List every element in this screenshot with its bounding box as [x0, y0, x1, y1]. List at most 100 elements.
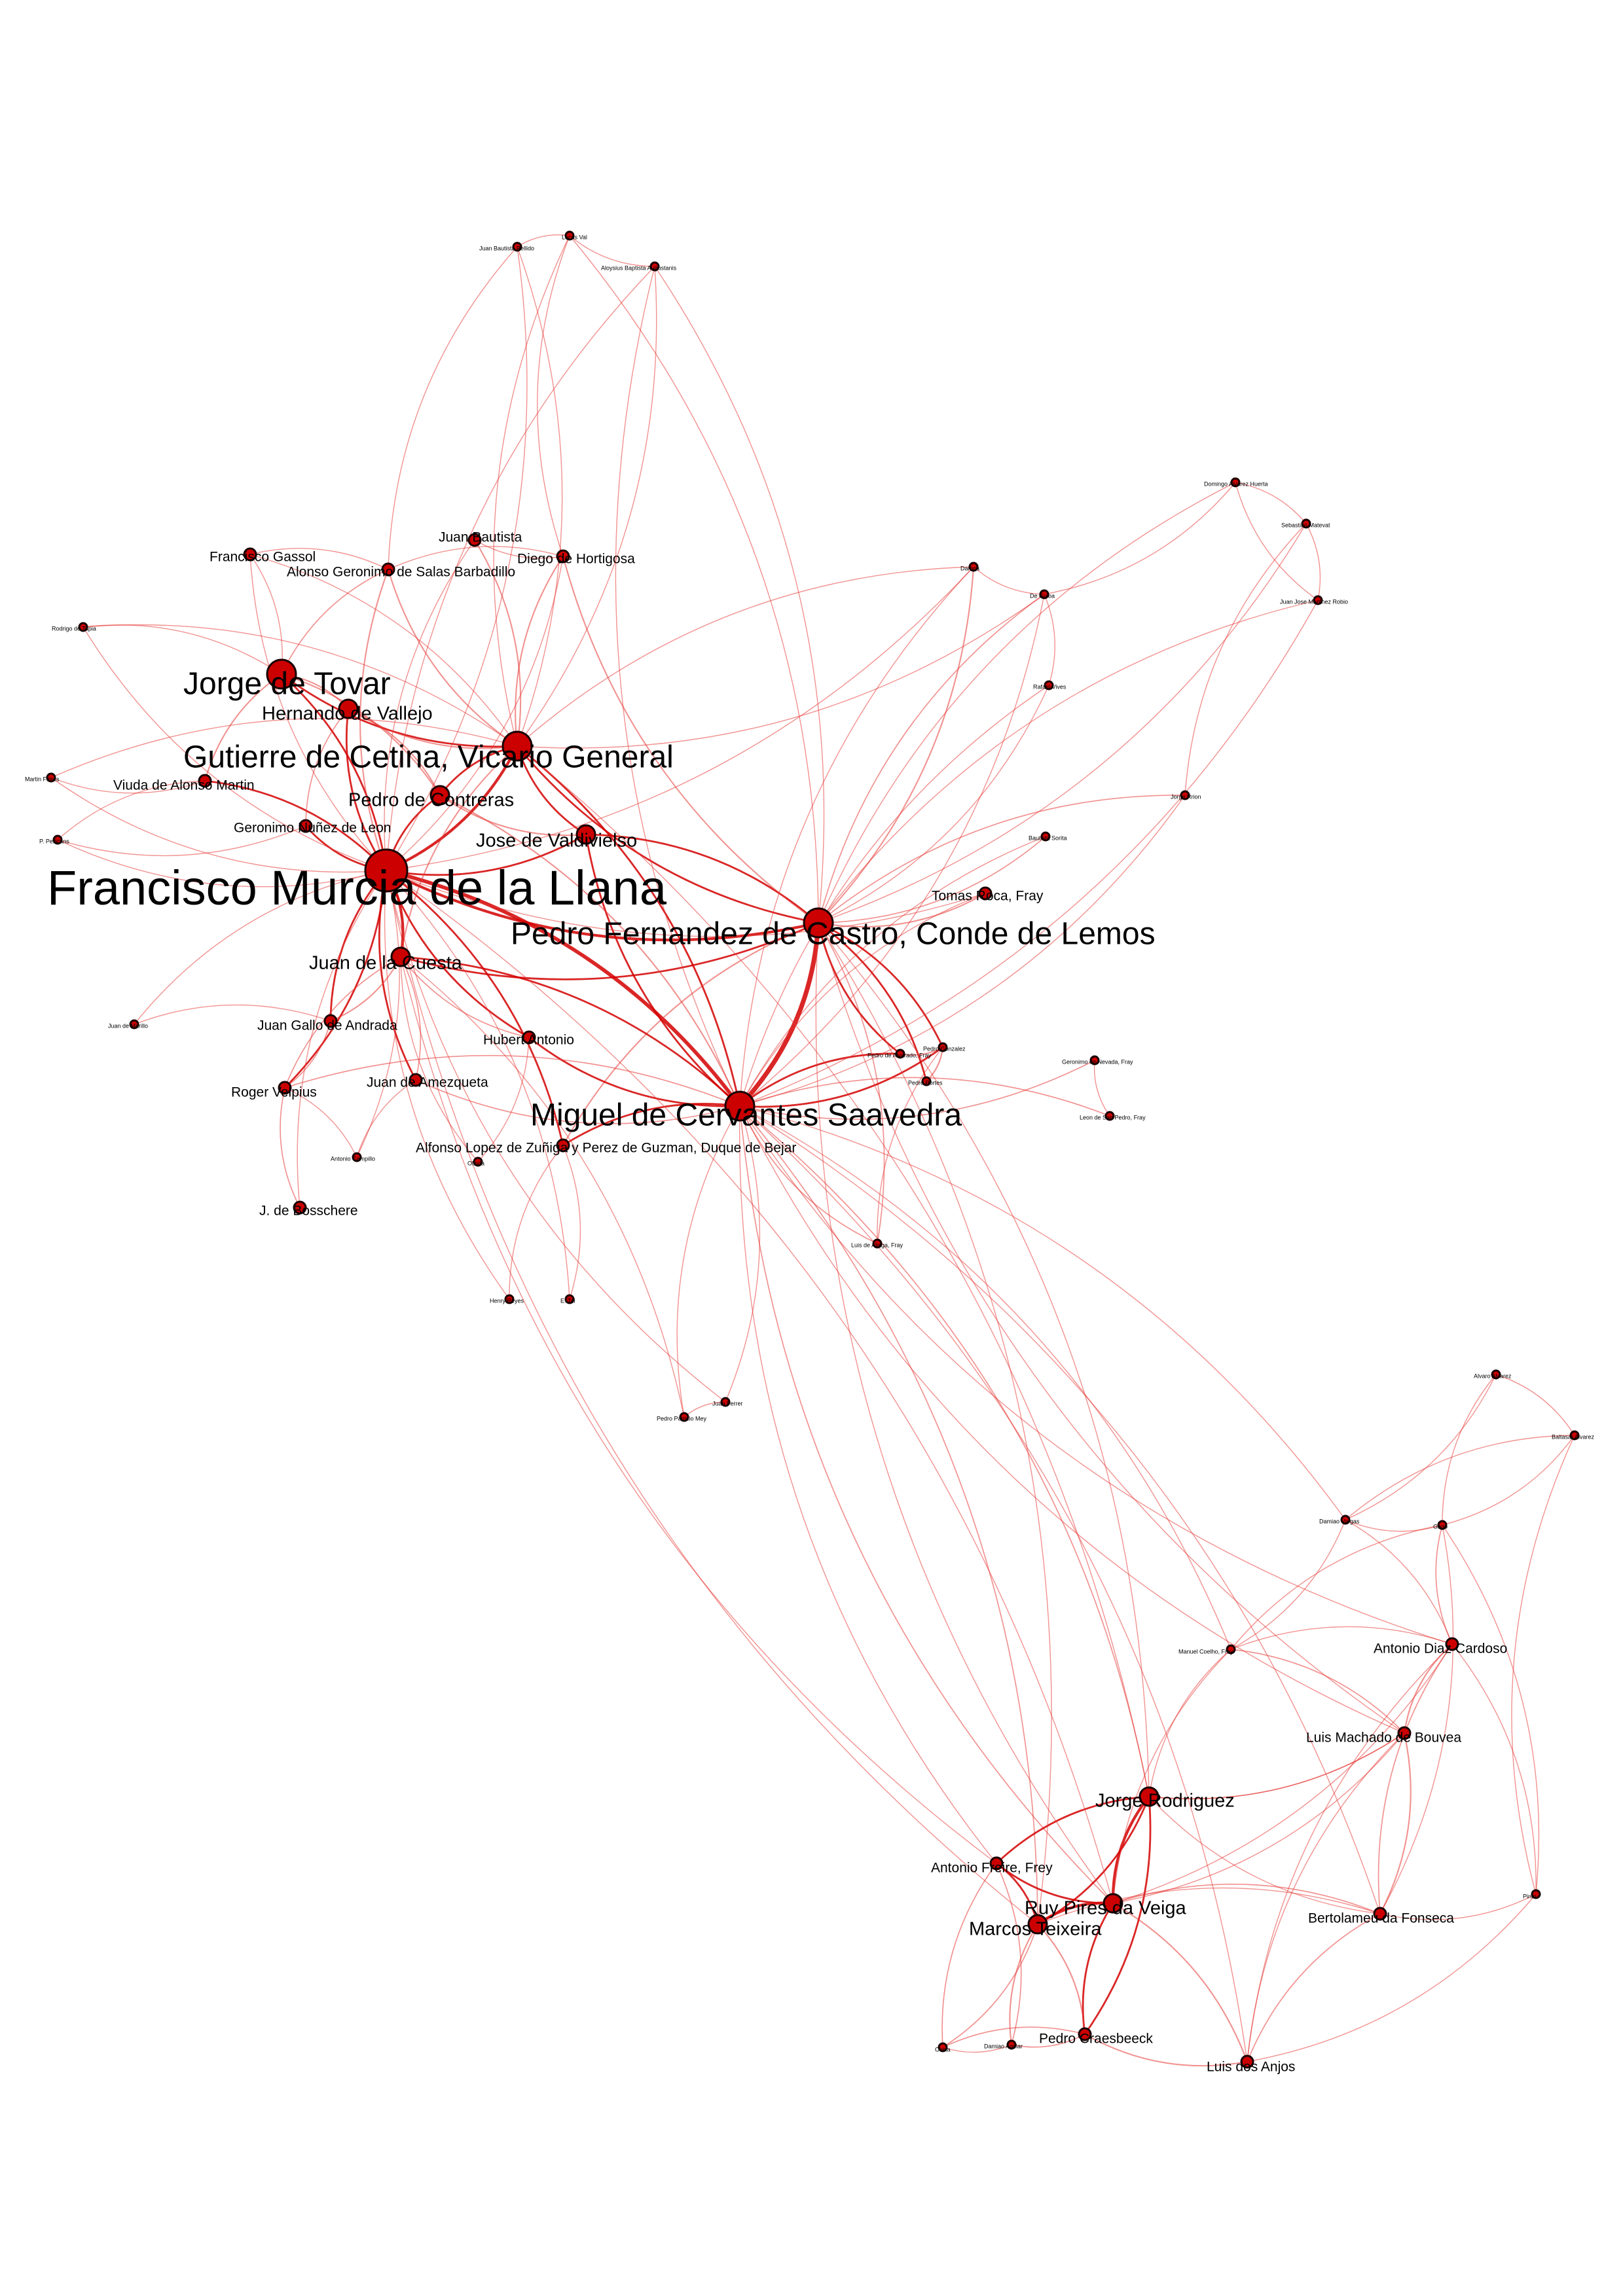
- node-label-pinto: Pinto: [1523, 1893, 1537, 1900]
- node-jorgerrion[interactable]: [1180, 790, 1190, 800]
- edge-lemos-teixeira: [818, 922, 1052, 1925]
- node-olinda[interactable]: [473, 1157, 483, 1167]
- node-label-sorita: Bautista Sorita: [1029, 835, 1067, 842]
- node-marillo[interactable]: [129, 1019, 139, 1030]
- node-henry[interactable]: [504, 1294, 515, 1304]
- node-vives[interactable]: [1044, 680, 1054, 691]
- node-bosschere[interactable]: [293, 1200, 307, 1215]
- edge-lemos-ruy: [815, 922, 1114, 1904]
- node-salas[interactable]: [381, 562, 395, 577]
- node-portes[interactable]: [921, 1076, 932, 1086]
- node-amezqueta[interactable]: [409, 1073, 423, 1087]
- edge-cervantes-bejar: [562, 1103, 741, 1147]
- node-sorita[interactable]: [1040, 831, 1051, 842]
- node-pedrofray[interactable]: [895, 1049, 905, 1059]
- node-costa[interactable]: [938, 2042, 948, 2053]
- node-freire[interactable]: [989, 1856, 1004, 1871]
- node-pedromey[interactable]: [679, 1412, 689, 1422]
- node-vargas[interactable]: [1340, 1515, 1351, 1525]
- edge-vallejo-contreras: [347, 708, 441, 797]
- edge-teixeira-craesbeeck: [1036, 1923, 1086, 2036]
- node-bejar[interactable]: [556, 1138, 570, 1153]
- node-lemos[interactable]: [803, 907, 834, 939]
- node-cuesta[interactable]: [390, 946, 411, 967]
- node-juanferrer[interactable]: [720, 1397, 731, 1407]
- node-tovar[interactable]: [266, 658, 297, 690]
- node-gonzalez[interactable]: [938, 1042, 948, 1052]
- node-cardoso[interactable]: [1445, 1637, 1459, 1651]
- edge-pellicans-murcia: [57, 839, 387, 888]
- node-lucasval[interactable]: [564, 230, 575, 241]
- node-aguiar[interactable]: [1006, 2039, 1017, 2050]
- node-gago[interactable]: [1437, 1520, 1448, 1530]
- node-pellicans[interactable]: [52, 834, 63, 845]
- node-augustanis[interactable]: [649, 261, 660, 272]
- node-velpius[interactable]: [278, 1081, 292, 1095]
- node-campillo[interactable]: [352, 1152, 362, 1162]
- node-label-henry: Henry Reyes: [490, 1298, 524, 1304]
- node-guiba[interactable]: [1039, 589, 1049, 600]
- edge-daroca-cetina: [517, 566, 974, 747]
- node-tapia[interactable]: [78, 622, 88, 632]
- node-teixeira[interactable]: [1027, 1914, 1048, 1935]
- node-hortigosa[interactable]: [556, 549, 570, 564]
- node-nunez[interactable]: [299, 819, 313, 833]
- node-fonseca[interactable]: [1373, 1907, 1387, 1921]
- node-pinto[interactable]: [1531, 1889, 1541, 1899]
- node-daroca[interactable]: [968, 562, 979, 572]
- node-robio[interactable]: [1313, 595, 1323, 605]
- node-vallejo[interactable]: [338, 698, 359, 719]
- node-cervantes[interactable]: [724, 1090, 756, 1122]
- node-alvarez1[interactable]: [1491, 1369, 1501, 1380]
- node-etal[interactable]: [564, 1294, 575, 1304]
- node-bautista[interactable]: [467, 533, 482, 547]
- node-hubert[interactable]: [522, 1030, 536, 1045]
- node-mendez[interactable]: [1139, 1786, 1159, 1807]
- edge-lemos-bejar: [562, 922, 820, 1147]
- node-tomas[interactable]: [978, 886, 993, 901]
- node-alvarez2[interactable]: [1569, 1430, 1580, 1441]
- edge-campillo-murcia: [356, 870, 400, 1158]
- node-gassol[interactable]: [243, 547, 257, 562]
- node-cetina[interactable]: [501, 730, 533, 762]
- node-ruy[interactable]: [1103, 1893, 1123, 1914]
- node-anjos[interactable]: [1240, 2054, 1254, 2069]
- node-bellido[interactable]: [512, 242, 522, 252]
- edge-gassol-murcia: [249, 554, 387, 871]
- node-murcia[interactable]: [364, 848, 409, 893]
- node-martin[interactable]: [198, 774, 212, 788]
- node-bouvea[interactable]: [1397, 1726, 1412, 1740]
- node-leonfray[interactable]: [1104, 1111, 1115, 1121]
- node-label-daroca: Daroca: [960, 565, 979, 572]
- node-geronimofray[interactable]: [1089, 1055, 1100, 1066]
- node-matevat[interactable]: [1301, 518, 1311, 529]
- edge-murcia-valdivielso: [385, 833, 587, 876]
- edge-bautista-hortigosa: [474, 539, 564, 559]
- edge-tovar-salas: [281, 569, 389, 675]
- edge-pinto-alvarez2: [1511, 1435, 1575, 1895]
- node-flores[interactable]: [46, 772, 56, 783]
- node-coelho[interactable]: [1226, 1644, 1236, 1655]
- edge-craesbeeck-anjos: [1084, 2033, 1249, 2067]
- edge-teixeira-fonseca: [1037, 1887, 1381, 1925]
- node-label-tovar: Jorge de Tovar: [183, 666, 391, 701]
- node-contreras[interactable]: [429, 785, 450, 806]
- edge-murcia-cetina: [384, 744, 519, 872]
- edge-cervantes-freire: [739, 1105, 997, 1864]
- node-label-amezqueta: Juan de Amezqueta: [367, 1075, 488, 1090]
- node-luisfray[interactable]: [872, 1238, 883, 1249]
- edge-cervantes-coelho: [739, 1105, 1231, 1650]
- edge-lemos-vives: [818, 685, 1049, 924]
- edge-lucasval-augustanis: [569, 235, 655, 267]
- edge-guiba-cervantes: [739, 594, 1045, 1107]
- edge-daroca-cervantes: [739, 566, 974, 1107]
- edge-ahuerta-guiba: [1044, 482, 1236, 595]
- node-gallo[interactable]: [323, 1014, 338, 1028]
- node-label-gago: Gago: [1433, 1524, 1448, 1530]
- node-valdivielso[interactable]: [575, 824, 596, 845]
- node-label-olinda: Olinda: [467, 1160, 484, 1167]
- node-craesbeeck[interactable]: [1078, 2027, 1092, 2041]
- edge-bellido-lucasval: [517, 234, 570, 247]
- edge-martin-flores: [50, 777, 206, 794]
- node-ahuerta[interactable]: [1230, 477, 1241, 488]
